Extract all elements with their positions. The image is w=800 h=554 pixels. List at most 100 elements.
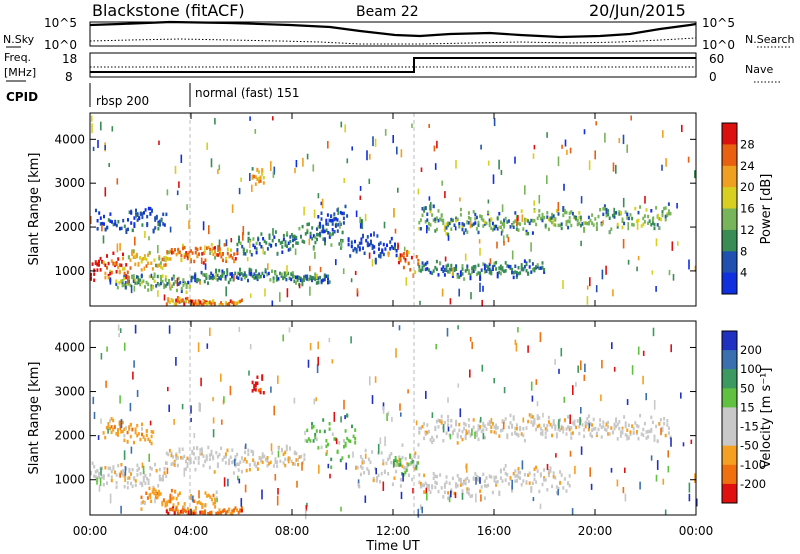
range-cell (461, 437, 464, 442)
range-cell (267, 271, 270, 276)
range-cell (605, 210, 608, 214)
range-cell (285, 447, 288, 452)
range-cell (573, 423, 576, 427)
speckle-cell (395, 348, 397, 358)
range-cell (295, 451, 298, 456)
speckle-cell (119, 473, 121, 478)
speckle-cell (402, 473, 404, 482)
range-cell (605, 428, 608, 432)
range-cell (475, 477, 478, 481)
range-cell (213, 275, 216, 280)
speckle-cell (580, 407, 582, 414)
range-cell (482, 428, 485, 432)
range-cell (479, 214, 482, 218)
range-cell (126, 481, 129, 485)
range-cell (647, 429, 650, 434)
range-cell (426, 218, 429, 222)
speckle-cell (304, 430, 306, 436)
range-cell (174, 280, 177, 284)
range-cell (133, 224, 136, 228)
range-cell (423, 436, 426, 441)
range-cell (290, 459, 293, 464)
range-cell (475, 227, 478, 231)
range-cell (327, 442, 329, 447)
range-cell (223, 508, 226, 513)
x-tick-label: 16:00 (477, 524, 512, 538)
range-cell (479, 271, 482, 276)
range-cell (91, 262, 94, 266)
range-cell (471, 494, 474, 498)
range-cell (218, 508, 221, 512)
speckle-cell (329, 473, 331, 479)
range-cell (666, 213, 669, 218)
range-cell (205, 456, 208, 460)
range-cell (467, 492, 470, 496)
speckle-cell (218, 164, 221, 171)
range-cell (421, 207, 424, 211)
range-cell (163, 285, 166, 290)
range-cell (183, 454, 186, 459)
range-cell (378, 242, 380, 247)
range-cell (410, 461, 413, 465)
range-cell (146, 476, 148, 481)
range-cell (645, 430, 648, 434)
speckle-cell (613, 207, 615, 217)
speckle-cell (457, 325, 459, 330)
speckle-cell (392, 135, 394, 144)
range-cell (215, 268, 217, 273)
range-cell (140, 274, 143, 279)
range-cell (480, 429, 483, 433)
range-cell (156, 263, 159, 268)
range-cell (118, 281, 121, 285)
speckle-cell (400, 412, 402, 417)
range-cell (488, 420, 491, 424)
range-cell (427, 429, 430, 434)
range-cell (440, 214, 443, 218)
speckle-cell (274, 474, 277, 481)
speckle-cell (631, 365, 634, 375)
speckle-cell (444, 191, 446, 199)
range-cell (172, 276, 175, 280)
range-cell (522, 267, 525, 271)
range-cell (200, 270, 203, 275)
range-cell (115, 270, 118, 274)
range-cell (605, 213, 608, 218)
speckle-cell (119, 420, 122, 430)
range-cell (181, 456, 184, 460)
range-cell (360, 237, 363, 241)
range-cell (98, 475, 100, 479)
range-cell (96, 469, 99, 473)
station-title: Blackstone (fitACF) (92, 1, 245, 20)
range-cell (342, 216, 345, 221)
range-cell (547, 415, 550, 420)
range-cell (426, 267, 429, 271)
range-cell (517, 228, 520, 232)
range-cell (344, 441, 347, 446)
range-cell (488, 267, 491, 271)
speckle-cell (481, 299, 483, 307)
range-cell (263, 239, 266, 244)
range-cell (507, 219, 510, 223)
range-cell (626, 212, 629, 216)
range-cell (94, 475, 97, 479)
range-cell (172, 508, 175, 512)
range-cell (221, 303, 224, 307)
speckle-cell (175, 357, 177, 366)
range-cell (210, 275, 213, 280)
range-cell (531, 218, 534, 223)
range-cell (120, 279, 122, 284)
range-cell (210, 243, 213, 247)
colorbar-swatch (722, 331, 737, 351)
range-cell (151, 267, 154, 271)
range-cell (443, 490, 446, 495)
range-cell (192, 302, 195, 307)
range-cell (390, 452, 393, 456)
velocity-xlabel: Time UT (365, 539, 419, 554)
colorbar-swatch (722, 208, 737, 231)
range-cell (371, 243, 374, 248)
range-cell (252, 458, 255, 462)
range-cell (434, 265, 437, 270)
range-cell (208, 457, 211, 461)
power-ylabel: Slant Range [km] (27, 153, 42, 266)
speckle-cell (507, 236, 510, 243)
